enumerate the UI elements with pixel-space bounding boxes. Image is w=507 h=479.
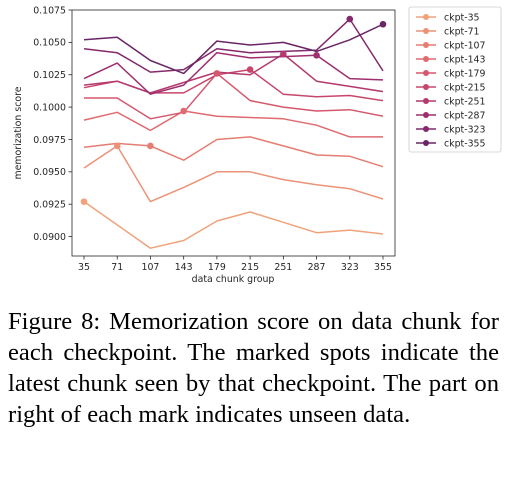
x-tick-label: 35 (78, 262, 90, 273)
series-line-ckpt-287 (83, 51, 384, 95)
legend-swatch-marker (423, 28, 429, 34)
chart-figure: 35 71 107 143 179 215 251 287 323 355 0.0900 0.092… (13, 5, 502, 285)
checkpoint-marker-ckpt-287 (313, 52, 320, 59)
y-tick-label: 0.1000 (33, 102, 66, 113)
x-axis-label: data chunk group (192, 274, 275, 285)
y-tick-label: 0.1050 (33, 38, 66, 49)
x-tick-label: 287 (308, 262, 326, 273)
x-tick-label: 215 (241, 262, 259, 273)
checkpoint-marker-ckpt-215 (246, 66, 254, 73)
checkpoint-marker-ckpt-179 (213, 70, 221, 77)
legend-swatch-marker (423, 98, 429, 104)
checkpoint-marker-ckpt-355 (379, 20, 387, 28)
series-line-ckpt-35 (83, 200, 384, 249)
y-axis-label: memorization score (13, 86, 24, 179)
legend-swatch-marker (423, 14, 429, 20)
checkpoint-marker-ckpt-71 (113, 142, 121, 150)
x-tick-label: 179 (208, 262, 226, 273)
x-tick-label: 71 (111, 262, 123, 273)
series-line-ckpt-143 (83, 110, 383, 138)
legend-label-ckpt-323: ckpt-323 (444, 124, 486, 135)
legend-label-ckpt-251: ckpt-251 (444, 96, 486, 107)
legend-label-ckpt-107: ckpt-107 (444, 40, 486, 51)
legend-label-ckpt-287: ckpt-287 (444, 110, 486, 121)
y-tick-label: 0.0900 (33, 232, 66, 243)
legend-swatch-marker (423, 84, 429, 90)
series-line-ckpt-71 (83, 145, 384, 203)
x-tick-label: 251 (274, 262, 292, 273)
legend-label-ckpt-179: ckpt-179 (444, 68, 486, 79)
legend-label-ckpt-35: ckpt-35 (444, 12, 480, 23)
legend-label-ckpt-71: ckpt-71 (444, 26, 480, 37)
y-tick-label: 0.0950 (33, 167, 66, 178)
x-tick-label: 323 (341, 262, 359, 273)
legend-swatch-marker (423, 70, 429, 76)
y-tick-label: 0.0925 (33, 200, 66, 211)
legend-swatch-marker (423, 126, 429, 132)
legend-swatch-marker (423, 56, 429, 62)
x-tick-label: 143 (175, 262, 193, 273)
y-tick-label: 0.1025 (33, 70, 66, 81)
legend-label-ckpt-143: ckpt-143 (444, 54, 486, 65)
series-line-ckpt-179 (84, 72, 384, 120)
plot-frame (71, 9, 396, 257)
legend-label-ckpt-215: ckpt-215 (444, 82, 486, 93)
y-tick-label: 0.0975 (33, 135, 66, 146)
figure-caption: Figure 8: Memorization score on data chu… (8, 308, 499, 428)
series-line-ckpt-107 (83, 136, 384, 168)
legend-swatch-marker (423, 140, 429, 146)
legend-label-ckpt-355: ckpt-355 (444, 138, 486, 149)
legend-swatch-marker (423, 42, 429, 48)
x-tick-label: 355 (374, 262, 392, 273)
chart-svg: 35 71 107 143 179 215 251 287 323 355 0.0900 0.092… (13, 5, 502, 285)
series-line-ckpt-355 (83, 23, 384, 75)
checkpoint-marker-ckpt-35 (80, 198, 88, 205)
checkpoint-marker-ckpt-323 (346, 15, 354, 23)
legend: ckpt-35 ckpt-71 ckpt-107 ckpt-143 ckpt-179 ck… (408, 6, 502, 153)
checkpoint-marker-ckpt-107 (147, 142, 154, 150)
x-tick-label: 107 (141, 262, 159, 273)
checkpoint-marker-ckpt-143 (180, 107, 187, 115)
y-tick-label: 0.1075 (33, 5, 66, 16)
series-line-ckpt-323 (83, 18, 384, 73)
checkpoint-marker-ckpt-251 (280, 50, 287, 58)
legend-swatch-marker (423, 112, 429, 118)
series-line-ckpt-251 (83, 53, 384, 94)
